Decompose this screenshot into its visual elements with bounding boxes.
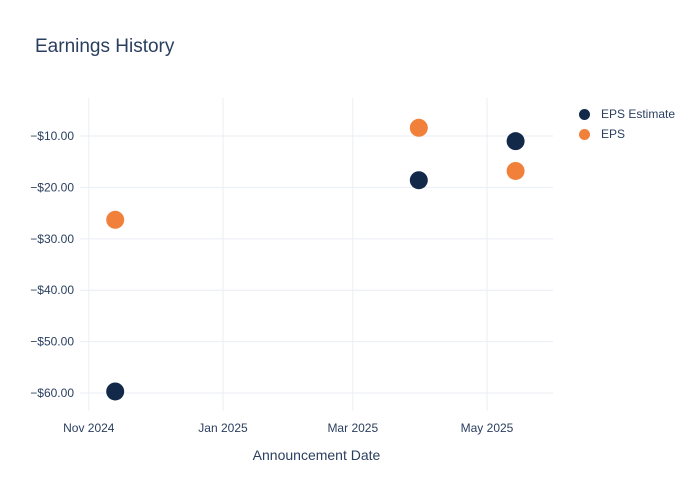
x-tick-label: Nov 2024 [63,421,115,435]
x-tick-label: May 2025 [461,421,514,435]
legend: EPS Estimate EPS [579,104,675,144]
legend-item-eps-estimate[interactable]: EPS Estimate [579,104,675,124]
y-tick-label: −$10.00 [30,129,74,143]
y-tick-label: −$60.00 [30,386,74,400]
y-tick-label: −$20.00 [30,180,74,194]
data-point-eps-estimate[interactable] [409,171,428,190]
y-tick-label: −$50.00 [30,335,74,349]
legend-marker-dot-icon [579,108,590,120]
data-point-eps[interactable] [506,161,525,180]
x-tick-label: Mar 2025 [327,421,378,435]
data-point-eps-estimate[interactable] [506,132,525,151]
legend-item-eps[interactable]: EPS [579,124,675,144]
data-point-eps[interactable] [409,118,428,137]
data-point-eps-estimate[interactable] [106,382,125,401]
data-point-eps[interactable] [106,210,125,229]
y-tick-label: −$40.00 [30,283,74,297]
legend-item-label: EPS Estimate [601,107,676,121]
legend-item-label: EPS [601,127,626,141]
x-tick-label: Jan 2025 [198,421,248,435]
x-axis-title: Announcement Date [252,447,381,463]
chart-title: Earnings History [35,36,175,57]
y-tick-label: −$30.00 [30,232,74,246]
legend-marker-dot-icon [579,128,590,140]
